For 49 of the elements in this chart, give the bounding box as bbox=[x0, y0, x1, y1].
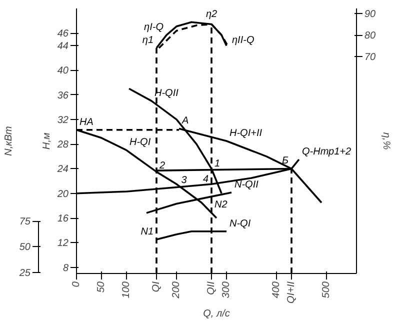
x-tick-label: QI bbox=[151, 281, 162, 292]
annotation: 4 bbox=[202, 174, 209, 186]
annotation: A bbox=[181, 116, 189, 127]
y-tick-label: 32 bbox=[57, 114, 69, 126]
annotation: ηII-Q bbox=[232, 34, 254, 46]
y-tick-label: 46 bbox=[57, 28, 69, 40]
x-tick-label: 100 bbox=[121, 281, 132, 298]
y2-tick-label: 50 bbox=[19, 242, 31, 254]
x-axis-title: Q, л/с bbox=[203, 308, 230, 320]
y-tick-label: 20 bbox=[56, 188, 69, 200]
y-tick-label: 16 bbox=[57, 214, 69, 225]
annotation: ηI-Q bbox=[144, 22, 164, 33]
x-tick-label: 50 bbox=[96, 281, 107, 293]
x-tick-label: 300 bbox=[221, 281, 232, 298]
annotation: 3 bbox=[181, 175, 188, 186]
annotation: HA bbox=[80, 116, 94, 128]
annotation: η2 bbox=[206, 9, 218, 20]
annotation: H-QI+II bbox=[230, 128, 262, 139]
y-tick-label: 12 bbox=[57, 238, 69, 250]
y-axis-title: H,м bbox=[41, 132, 52, 150]
annotation: 1 bbox=[214, 158, 220, 170]
y2-tick-label: 75 bbox=[19, 216, 31, 228]
y-tick-label: 8 bbox=[62, 262, 69, 274]
annotation: Б bbox=[282, 156, 289, 167]
y3-axis-title: η,% bbox=[380, 132, 392, 150]
annotation: η1 bbox=[142, 34, 154, 46]
y-tick-label: 40 bbox=[57, 66, 69, 77]
x-tick-label: 0 bbox=[71, 281, 82, 288]
x-tick-label: QI+II bbox=[286, 281, 297, 304]
x-tick-label: 500 bbox=[321, 281, 332, 298]
y-tick-label: 36 bbox=[57, 90, 69, 102]
y3-tick-label: 90 bbox=[364, 8, 376, 20]
y-tick-label: 44 bbox=[57, 40, 69, 52]
x-tick-label: 400 bbox=[271, 281, 282, 298]
annotation: 2 bbox=[158, 160, 166, 172]
y3-tick-label: 80 bbox=[364, 30, 376, 42]
y3-tick-label: 70 bbox=[364, 52, 376, 64]
y2-tick-label: 25 bbox=[18, 268, 31, 279]
x-tick-label: 200 bbox=[171, 281, 182, 300]
y2-axis-title: N,кВт bbox=[3, 126, 14, 156]
annotation: N-QII bbox=[234, 179, 259, 190]
x-tick-label: QII bbox=[206, 281, 217, 295]
annotation: N-QI bbox=[230, 218, 251, 230]
annotation: Q-Hтр1+2 bbox=[302, 146, 352, 158]
annotation: H-QI bbox=[130, 137, 151, 148]
annotation: N1 bbox=[140, 226, 154, 238]
annotation: N2 bbox=[214, 200, 228, 211]
y-tick-label: 24 bbox=[56, 164, 69, 176]
y-tick-label: 28 bbox=[56, 140, 69, 151]
